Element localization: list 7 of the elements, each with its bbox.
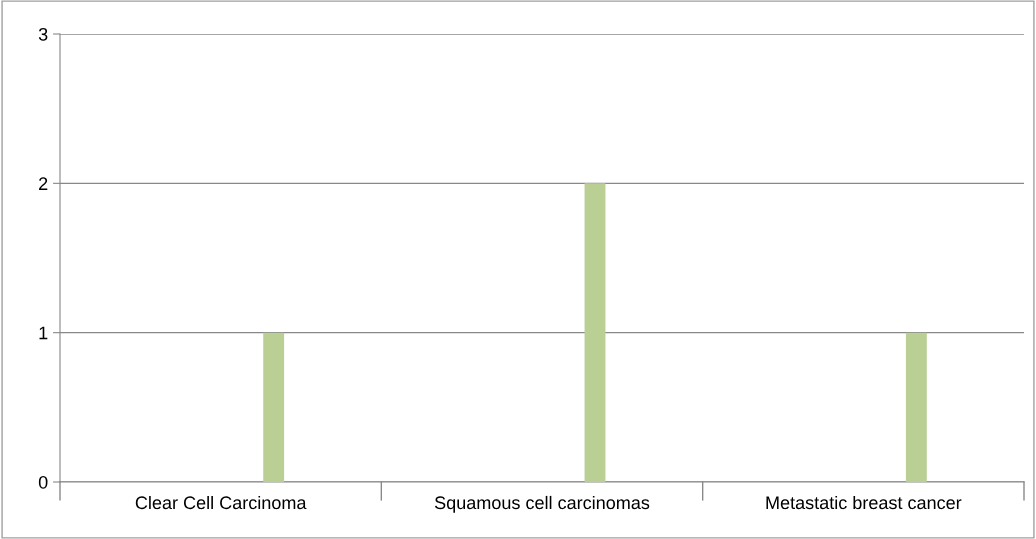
x-tick-label: Squamous cell carcinomas [434,495,650,513]
y-tick-label: 1 [39,326,48,340]
x-tick-label: Metastatic breast cancer [766,495,962,510]
y-tick-label: 0 [38,475,48,489]
y-tick-label: 2 [39,177,48,190]
y-tick-label: 3 [38,27,48,41]
x-tick-label: Clear Cell Carcinoma [135,495,307,510]
